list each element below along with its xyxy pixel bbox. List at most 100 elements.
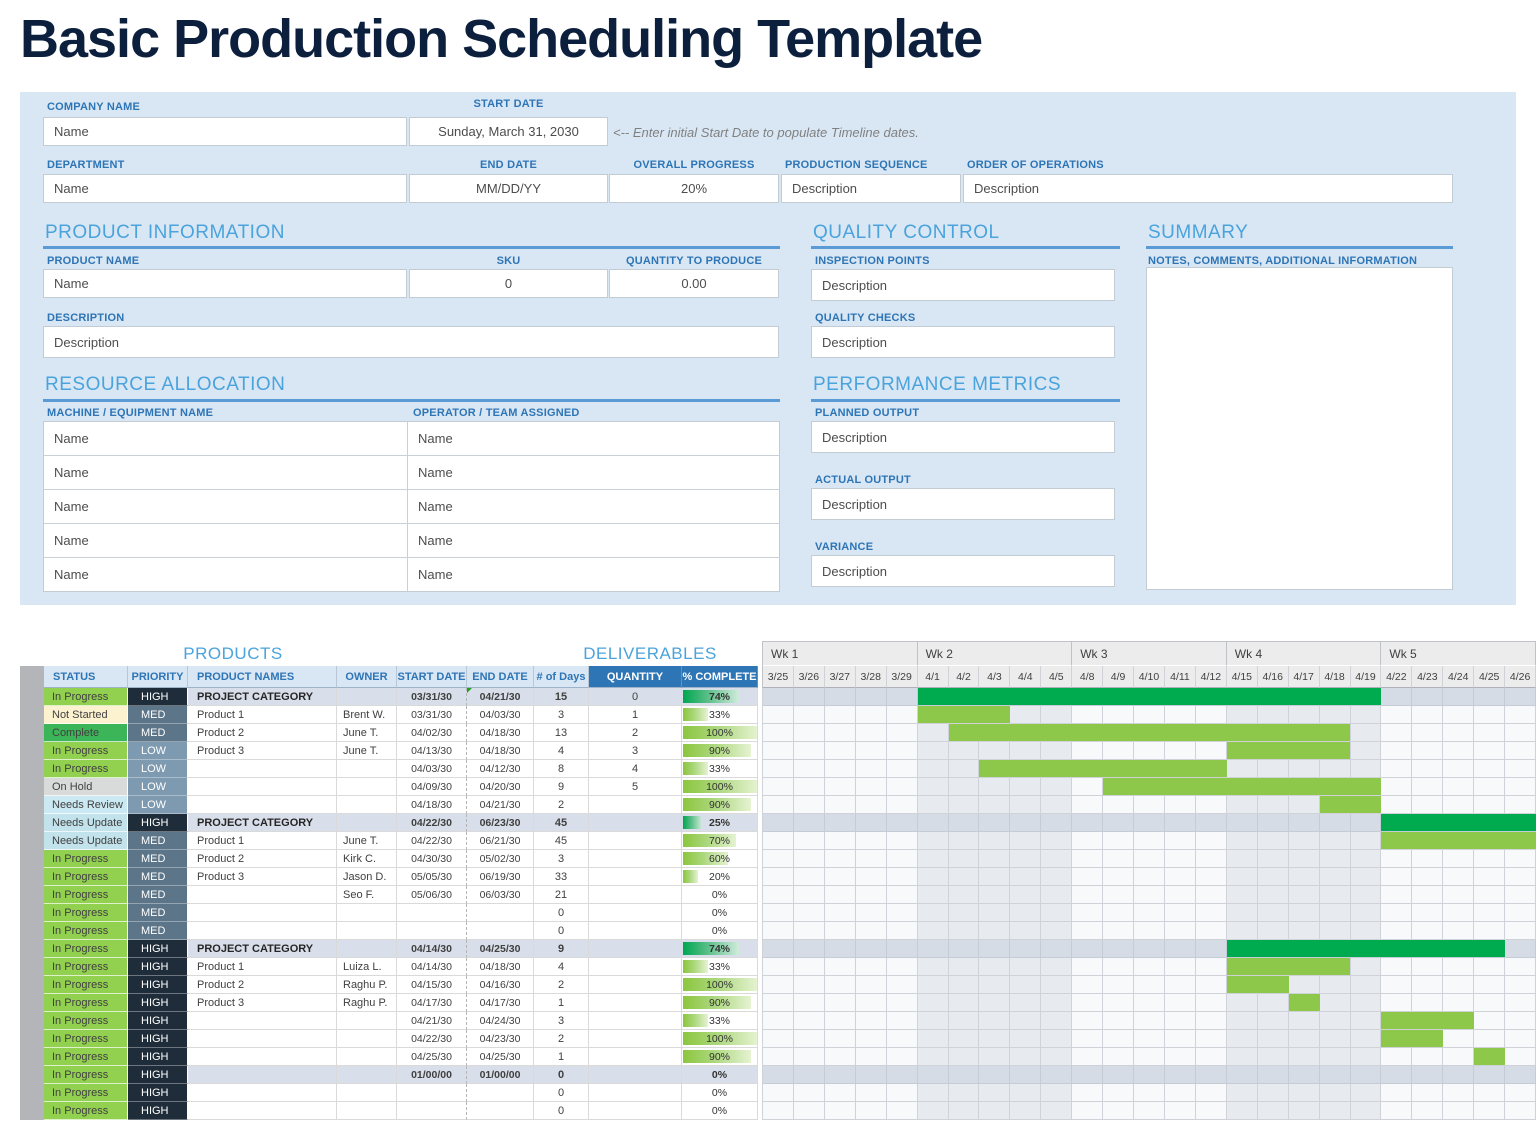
owner-cell[interactable]: Raghu P. [337, 994, 397, 1012]
priority-cell[interactable]: HIGH [128, 1102, 188, 1120]
actual-output-field[interactable]: Description [811, 488, 1115, 520]
days-cell[interactable]: 4 [534, 958, 589, 976]
days-cell[interactable]: 0 [534, 1102, 589, 1120]
quantity-cell[interactable]: 5 [589, 778, 682, 796]
product-names-header[interactable]: PRODUCT NAMES [188, 666, 337, 688]
owner-cell[interactable] [337, 1030, 397, 1048]
days-cell[interactable]: 3 [534, 706, 589, 724]
end-date-cell[interactable]: 04/24/30 [467, 1012, 534, 1030]
priority-cell[interactable]: MED [128, 868, 188, 886]
owner-cell[interactable]: Brent W. [337, 706, 397, 724]
percent-complete-cell[interactable]: 100% [682, 724, 758, 742]
end-date-header[interactable]: END DATE [467, 666, 534, 688]
days-cell[interactable]: 1 [534, 994, 589, 1012]
owner-cell[interactable] [337, 796, 397, 814]
quantity-header[interactable]: QUANTITY [589, 666, 682, 688]
status-cell[interactable]: In Progress [44, 886, 128, 904]
product-name-cell[interactable] [188, 1102, 337, 1120]
quantity-cell[interactable] [589, 1012, 682, 1030]
start-date-cell[interactable] [397, 904, 467, 922]
operator-cell[interactable]: Name [418, 567, 453, 582]
percent-complete-cell[interactable]: 90% [682, 742, 758, 760]
status-cell[interactable]: Needs Update [44, 814, 128, 832]
days-cell[interactable]: 0 [534, 1066, 589, 1084]
percent-complete-cell[interactable]: 0% [682, 922, 758, 940]
machine-cell[interactable]: Name [44, 524, 408, 557]
product-name-cell[interactable]: Product 3 [188, 994, 337, 1012]
priority-cell[interactable]: HIGH [128, 958, 188, 976]
percent-complete-cell[interactable]: 74% [682, 940, 758, 958]
start-date-cell[interactable] [397, 1084, 467, 1102]
owner-cell[interactable] [337, 814, 397, 832]
product-name-cell[interactable] [188, 796, 337, 814]
quantity-cell[interactable] [589, 832, 682, 850]
end-date-cell[interactable]: 04/20/30 [467, 778, 534, 796]
product-name-cell[interactable]: Product 1 [188, 958, 337, 976]
percent-complete-header[interactable]: % COMPLETE [682, 666, 758, 688]
product-name-cell[interactable] [188, 1066, 337, 1084]
owner-cell[interactable] [337, 940, 397, 958]
product-name-cell[interactable]: PROJECT CATEGORY [188, 814, 337, 832]
status-cell[interactable]: Complete [44, 724, 128, 742]
variance-field[interactable]: Description [811, 555, 1115, 587]
operator-cell[interactable]: Name [418, 431, 453, 446]
priority-cell[interactable]: HIGH [128, 1030, 188, 1048]
status-cell[interactable]: In Progress [44, 688, 128, 706]
days-cell[interactable]: 45 [534, 832, 589, 850]
product-name-cell[interactable] [188, 760, 337, 778]
percent-complete-cell[interactable]: 33% [682, 958, 758, 976]
status-cell[interactable]: In Progress [44, 1012, 128, 1030]
end-date-cell[interactable]: 04/25/30 [467, 1048, 534, 1066]
priority-cell[interactable]: MED [128, 850, 188, 868]
operator-cell[interactable]: Name [418, 533, 453, 548]
start-date-header[interactable]: START DATE [397, 666, 467, 688]
percent-complete-cell[interactable]: 90% [682, 994, 758, 1012]
start-date-cell[interactable]: 04/22/30 [397, 814, 467, 832]
percent-complete-cell[interactable]: 100% [682, 778, 758, 796]
quantity-cell[interactable] [589, 1066, 682, 1084]
status-cell[interactable]: In Progress [44, 1030, 128, 1048]
percent-complete-cell[interactable]: 0% [682, 904, 758, 922]
priority-cell[interactable]: HIGH [128, 688, 188, 706]
sku-field[interactable]: 0 [409, 269, 608, 298]
priority-cell[interactable]: MED [128, 886, 188, 904]
owner-cell[interactable]: Raghu P. [337, 976, 397, 994]
quantity-cell[interactable] [589, 796, 682, 814]
owner-cell[interactable]: June T. [337, 724, 397, 742]
owner-cell[interactable] [337, 1048, 397, 1066]
product-name-cell[interactable]: Product 1 [188, 832, 337, 850]
priority-cell[interactable]: LOW [128, 778, 188, 796]
status-cell[interactable]: In Progress [44, 1066, 128, 1084]
machine-cell[interactable]: Name [44, 422, 408, 455]
quantity-cell[interactable] [589, 976, 682, 994]
status-cell[interactable]: Not Started [44, 706, 128, 724]
start-date-cell[interactable]: 03/31/30 [397, 688, 467, 706]
product-name-cell[interactable] [188, 886, 337, 904]
end-date-cell[interactable]: 06/21/30 [467, 832, 534, 850]
start-date-cell[interactable]: 04/02/30 [397, 724, 467, 742]
percent-complete-cell[interactable]: 0% [682, 1066, 758, 1084]
product-name-cell[interactable]: Product 2 [188, 724, 337, 742]
quantity-cell[interactable] [589, 1084, 682, 1102]
start-date-cell[interactable]: 04/25/30 [397, 1048, 467, 1066]
status-cell[interactable]: On Hold [44, 778, 128, 796]
days-cell[interactable]: 13 [534, 724, 589, 742]
quantity-cell[interactable] [589, 886, 682, 904]
status-cell[interactable]: In Progress [44, 922, 128, 940]
quantity-cell[interactable]: 1 [589, 706, 682, 724]
production-sequence-field[interactable]: Description [781, 174, 961, 203]
days-cell[interactable]: 0 [534, 904, 589, 922]
end-date-cell[interactable] [467, 1102, 534, 1120]
start-date-cell[interactable]: 04/17/30 [397, 994, 467, 1012]
status-cell[interactable]: In Progress [44, 850, 128, 868]
quantity-cell[interactable] [589, 940, 682, 958]
end-date-cell[interactable]: 04/18/30 [467, 724, 534, 742]
quantity-cell[interactable] [589, 1102, 682, 1120]
product-name-cell[interactable] [188, 1048, 337, 1066]
priority-cell[interactable]: HIGH [128, 940, 188, 958]
percent-complete-cell[interactable]: 33% [682, 1012, 758, 1030]
start-date-cell[interactable]: 04/22/30 [397, 832, 467, 850]
start-date-cell[interactable]: 04/13/30 [397, 742, 467, 760]
percent-complete-cell[interactable]: 90% [682, 1048, 758, 1066]
product-name-cell[interactable] [188, 778, 337, 796]
